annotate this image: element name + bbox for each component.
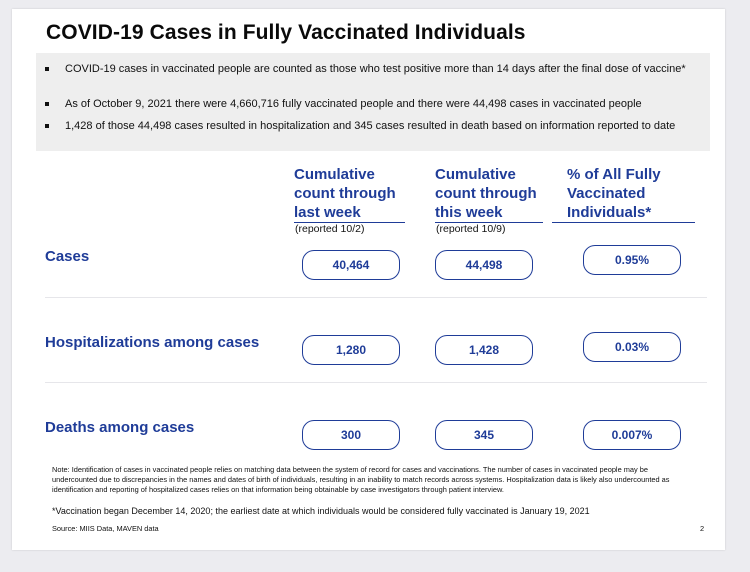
column-underline (294, 222, 405, 223)
value-cases-percent: 0.95% (583, 245, 681, 275)
value-cases-this-week: 44,498 (435, 250, 533, 280)
bullet-text: 1,428 of those 44,498 cases resulted in … (65, 120, 676, 132)
bullet-text: As of October 9, 2021 there were 4,660,7… (65, 98, 642, 110)
bullet-icon (45, 124, 49, 128)
column-subheader: (reported 10/2) (295, 223, 365, 235)
column-header-line: count through (294, 185, 396, 202)
row-divider (45, 297, 707, 298)
bullet-panel: COVID-19 cases in vaccinated people are … (36, 53, 710, 151)
column-header-line: Cumulative (294, 166, 375, 183)
column-header-percent: % of All Fully Vaccinated Individuals* (552, 165, 695, 223)
column-header-this-week: Cumulative count through this week (435, 165, 543, 223)
column-underline (552, 222, 695, 223)
column-header-line: Individuals* (567, 204, 652, 221)
value-hosp-percent: 0.03% (583, 332, 681, 362)
value-hosp-this-week: 1,428 (435, 335, 533, 365)
vaccination-footnote: *Vaccination began December 14, 2020; th… (52, 506, 590, 516)
row-divider (45, 382, 707, 383)
slide: COVID-19 Cases in Fully Vaccinated Indiv… (12, 9, 725, 550)
value-deaths-last-week: 300 (302, 420, 400, 450)
column-header-line: this week (435, 204, 503, 221)
value-deaths-this-week: 345 (435, 420, 533, 450)
column-header-line: Vaccinated (567, 185, 646, 202)
bullet-icon (45, 67, 49, 71)
column-header-line: last week (294, 204, 361, 221)
column-header-line: Cumulative (435, 166, 516, 183)
row-label-cases: Cases (45, 248, 90, 265)
row-label-hospitalizations: Hospitalizations among cases (45, 334, 260, 351)
column-header-last-week: Cumulative count through last week (294, 165, 405, 223)
column-underline (435, 222, 543, 223)
value-deaths-percent: 0.007% (583, 420, 681, 450)
page-number: 2 (700, 524, 705, 533)
page-title: COVID-19 Cases in Fully Vaccinated Indiv… (46, 21, 526, 44)
column-subheader: (reported 10/9) (436, 223, 506, 235)
bullet-text: COVID-19 cases in vaccinated people are … (65, 63, 686, 75)
value-cases-last-week: 40,464 (302, 250, 400, 280)
column-header-line: count through (435, 185, 537, 202)
value-hosp-last-week: 1,280 (302, 335, 400, 365)
footnote: Note: Identification of cases in vaccina… (52, 465, 670, 494)
bullet-icon (45, 102, 49, 106)
source-note: Source: MIIS Data, MAVEN data (52, 524, 159, 533)
row-label-deaths: Deaths among cases (45, 419, 195, 436)
column-header-line: % of All Fully (567, 166, 661, 183)
